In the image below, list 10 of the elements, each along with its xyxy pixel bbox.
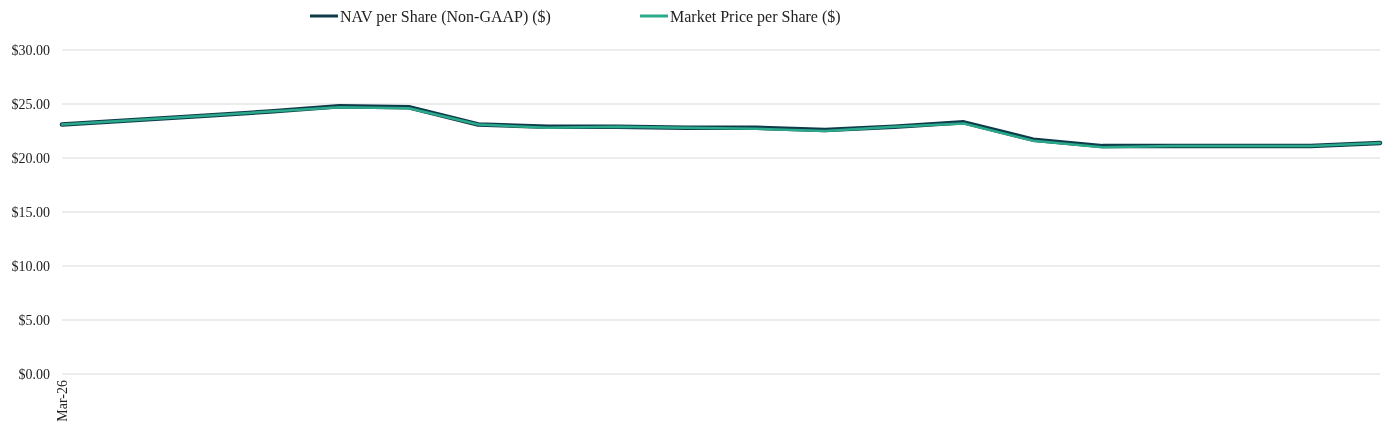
x-tick-label: Mar-26	[54, 380, 70, 422]
legend-label: Market Price per Share ($)	[670, 7, 841, 26]
y-tick-label: $30.00	[11, 42, 50, 58]
legend-label: NAV per Share (Non-GAAP) ($)	[340, 7, 551, 26]
y-tick-label: $5.00	[18, 312, 50, 328]
y-tick-label: $20.00	[11, 150, 50, 166]
y-tick-label: $0.00	[18, 366, 50, 382]
y-tick-label: $25.00	[11, 96, 50, 112]
y-tick-label: $10.00	[11, 258, 50, 274]
y-tick-label: $15.00	[11, 204, 50, 220]
